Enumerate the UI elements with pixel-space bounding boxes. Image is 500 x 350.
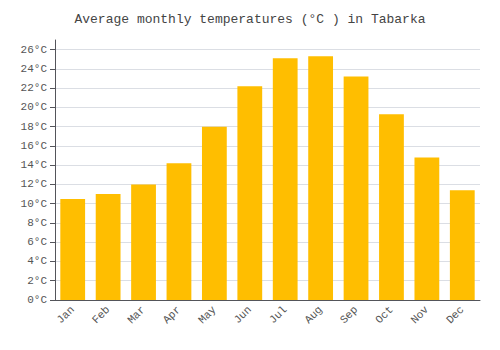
svg-text:6°C: 6°C: [27, 236, 47, 248]
svg-text:14°C: 14°C: [21, 159, 48, 171]
svg-text:0°C: 0°C: [27, 294, 47, 306]
svg-text:Average monthly temperatures (: Average monthly temperatures (°C ) in Ta…: [74, 12, 425, 27]
svg-text:2°C: 2°C: [27, 275, 47, 287]
svg-text:Nov: Nov: [409, 303, 432, 326]
svg-text:24°C: 24°C: [21, 63, 48, 75]
svg-text:Sep: Sep: [338, 304, 360, 326]
svg-text:10°C: 10°C: [21, 198, 48, 210]
svg-text:Aug: Aug: [302, 304, 324, 326]
svg-text:Jun: Jun: [232, 304, 254, 326]
svg-text:12°C: 12°C: [21, 178, 48, 190]
svg-text:26°C: 26°C: [21, 44, 48, 56]
svg-text:May: May: [196, 303, 219, 326]
svg-text:Jan: Jan: [54, 304, 76, 326]
svg-text:16°C: 16°C: [21, 140, 48, 152]
svg-text:Dec: Dec: [444, 304, 466, 326]
svg-text:Apr: Apr: [161, 304, 183, 326]
svg-text:Feb: Feb: [90, 304, 112, 326]
svg-text:20°C: 20°C: [21, 101, 48, 113]
svg-text:4°C: 4°C: [27, 255, 47, 267]
svg-text:22°C: 22°C: [21, 82, 48, 94]
svg-text:Jul: Jul: [267, 304, 289, 326]
svg-text:Mar: Mar: [125, 304, 147, 326]
svg-text:8°C: 8°C: [27, 217, 47, 229]
svg-text:Oct: Oct: [373, 304, 395, 326]
svg-text:18°C: 18°C: [21, 121, 48, 133]
